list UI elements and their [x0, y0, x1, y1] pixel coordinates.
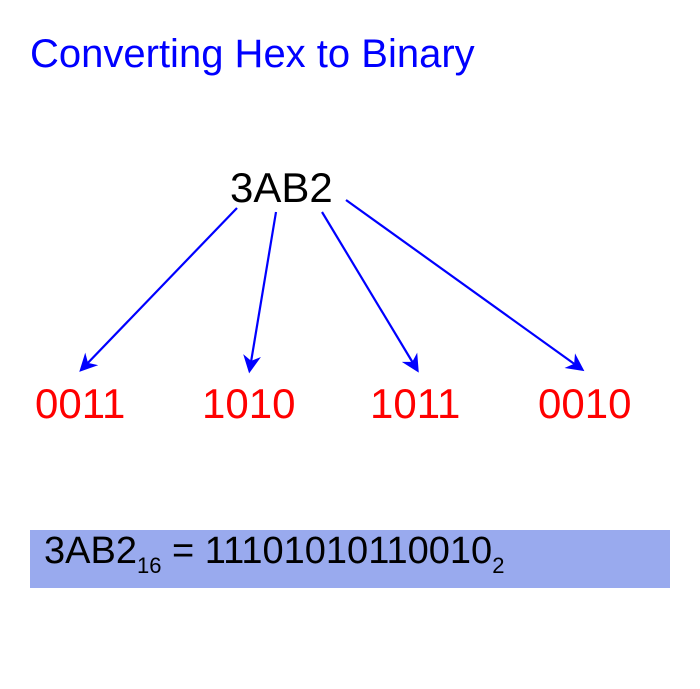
result-bin-value: 11101010110010 — [205, 530, 492, 572]
arrow-1 — [83, 208, 237, 368]
slide-title: Converting Hex to Binary — [30, 32, 475, 77]
hex-source-value: 3AB2 — [230, 164, 333, 212]
nibble-1: 0011 — [35, 380, 125, 428]
nibble-4: 0010 — [538, 380, 631, 428]
arrow-2 — [250, 212, 276, 368]
nibble-2: 1010 — [202, 380, 295, 428]
result-bin-base: 2 — [492, 553, 504, 578]
result-text: 3AB216 = 111010101100102 — [44, 530, 504, 573]
arrow-4 — [346, 200, 580, 368]
slide: Converting Hex to Binary 3AB2 0011 1010 … — [0, 0, 700, 689]
arrows-group — [83, 200, 580, 368]
result-hex-value: 3AB2 — [44, 530, 137, 572]
nibble-3: 1011 — [370, 380, 460, 428]
result-equals: = — [161, 530, 204, 572]
result-hex-base: 16 — [137, 553, 161, 578]
result-box: 3AB216 = 111010101100102 — [30, 530, 670, 588]
arrow-3 — [322, 212, 416, 368]
